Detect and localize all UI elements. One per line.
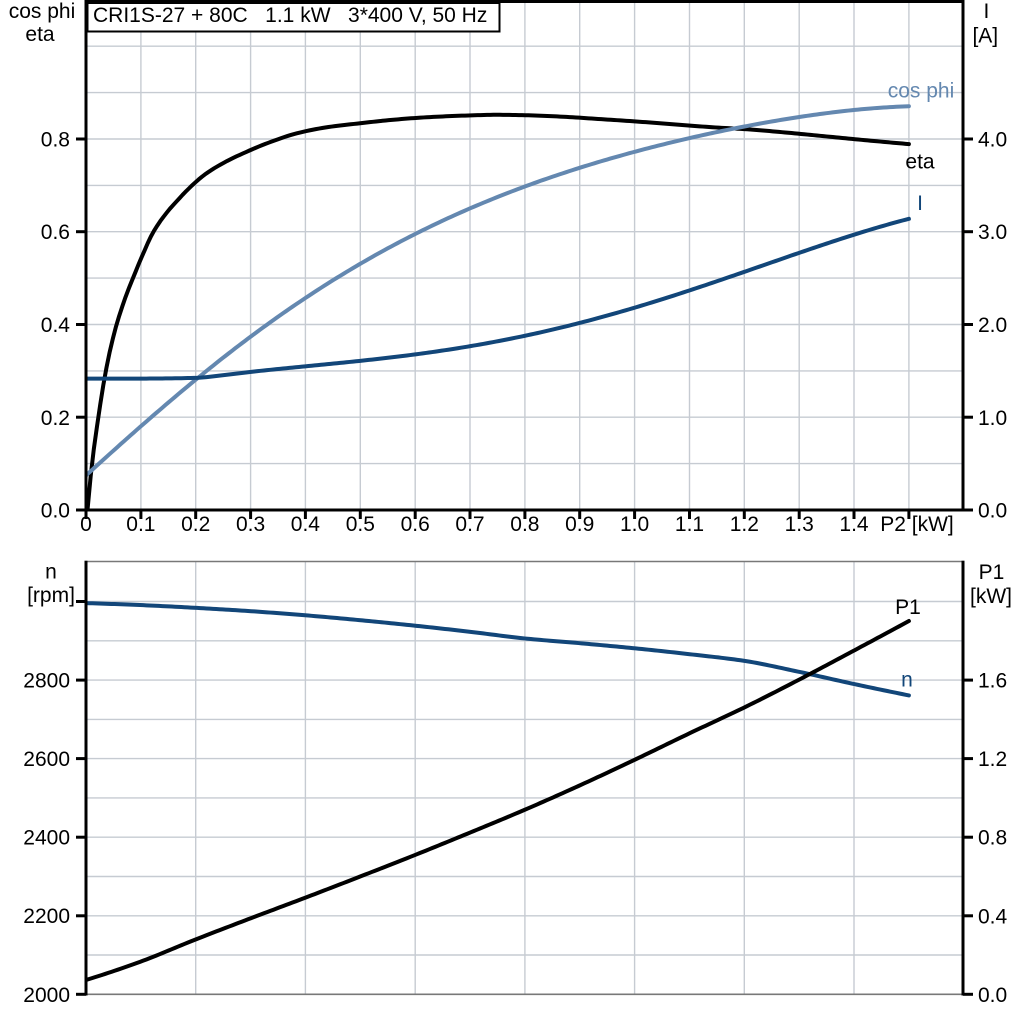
svg-text:3.0: 3.0 bbox=[978, 221, 1007, 244]
svg-text:0.4: 0.4 bbox=[291, 513, 321, 536]
svg-text:[A]: [A] bbox=[972, 24, 998, 47]
svg-text:1.2: 1.2 bbox=[978, 748, 1007, 771]
svg-text:0.2: 0.2 bbox=[41, 407, 70, 430]
svg-text:0.0: 0.0 bbox=[978, 500, 1007, 523]
svg-text:0.2: 0.2 bbox=[181, 513, 210, 536]
svg-text:CRI1S-27 + 80C 1.1 kW 3*40: CRI1S-27 + 80C 1.1 kW 3*400 V, 50 Hz bbox=[93, 4, 487, 27]
svg-text:[kW]: [kW] bbox=[970, 585, 1012, 608]
svg-text:0.1: 0.1 bbox=[126, 513, 155, 536]
svg-text:1.0: 1.0 bbox=[978, 407, 1007, 430]
svg-text:2000: 2000 bbox=[23, 984, 70, 1007]
svg-text:2600: 2600 bbox=[23, 748, 70, 771]
svg-text:cos phi: cos phi bbox=[9, 0, 76, 23]
svg-text:0.6: 0.6 bbox=[41, 221, 70, 244]
svg-text:1.2: 1.2 bbox=[730, 513, 759, 536]
svg-text:4.0: 4.0 bbox=[978, 129, 1007, 152]
svg-text:eta: eta bbox=[905, 151, 935, 174]
svg-text:0.7: 0.7 bbox=[455, 513, 484, 536]
svg-text:I: I bbox=[983, 0, 989, 23]
svg-text:1.1: 1.1 bbox=[675, 513, 704, 536]
svg-text:0.5: 0.5 bbox=[346, 513, 375, 536]
svg-text:2400: 2400 bbox=[23, 827, 70, 850]
svg-text:0.0: 0.0 bbox=[978, 984, 1007, 1007]
svg-text:0.4: 0.4 bbox=[41, 314, 71, 337]
svg-text:2800: 2800 bbox=[23, 670, 70, 693]
svg-text:0.0: 0.0 bbox=[41, 500, 70, 523]
svg-text:0.6: 0.6 bbox=[401, 513, 430, 536]
svg-text:0.8: 0.8 bbox=[41, 129, 70, 152]
svg-text:P2 [kW]: P2 [kW] bbox=[880, 513, 954, 536]
svg-text:n: n bbox=[901, 669, 913, 692]
svg-text:P1: P1 bbox=[979, 561, 1005, 584]
svg-text:P1: P1 bbox=[895, 596, 921, 619]
svg-text:1.0: 1.0 bbox=[620, 513, 649, 536]
svg-text:0: 0 bbox=[80, 513, 92, 536]
svg-text:0.3: 0.3 bbox=[236, 513, 265, 536]
svg-text:0.4: 0.4 bbox=[978, 905, 1008, 928]
svg-text:[rpm]: [rpm] bbox=[27, 584, 75, 607]
svg-text:eta: eta bbox=[25, 23, 55, 46]
svg-text:I: I bbox=[917, 192, 923, 215]
svg-text:cos phi: cos phi bbox=[888, 80, 955, 103]
svg-text:2200: 2200 bbox=[23, 905, 70, 928]
svg-text:1.6: 1.6 bbox=[978, 670, 1007, 693]
svg-text:2.0: 2.0 bbox=[978, 314, 1007, 337]
svg-text:0.9: 0.9 bbox=[565, 513, 594, 536]
svg-text:0.8: 0.8 bbox=[978, 827, 1007, 850]
svg-text:n: n bbox=[45, 561, 57, 584]
svg-text:1.3: 1.3 bbox=[785, 513, 814, 536]
svg-text:1.4: 1.4 bbox=[839, 513, 869, 536]
svg-text:0.8: 0.8 bbox=[510, 513, 539, 536]
